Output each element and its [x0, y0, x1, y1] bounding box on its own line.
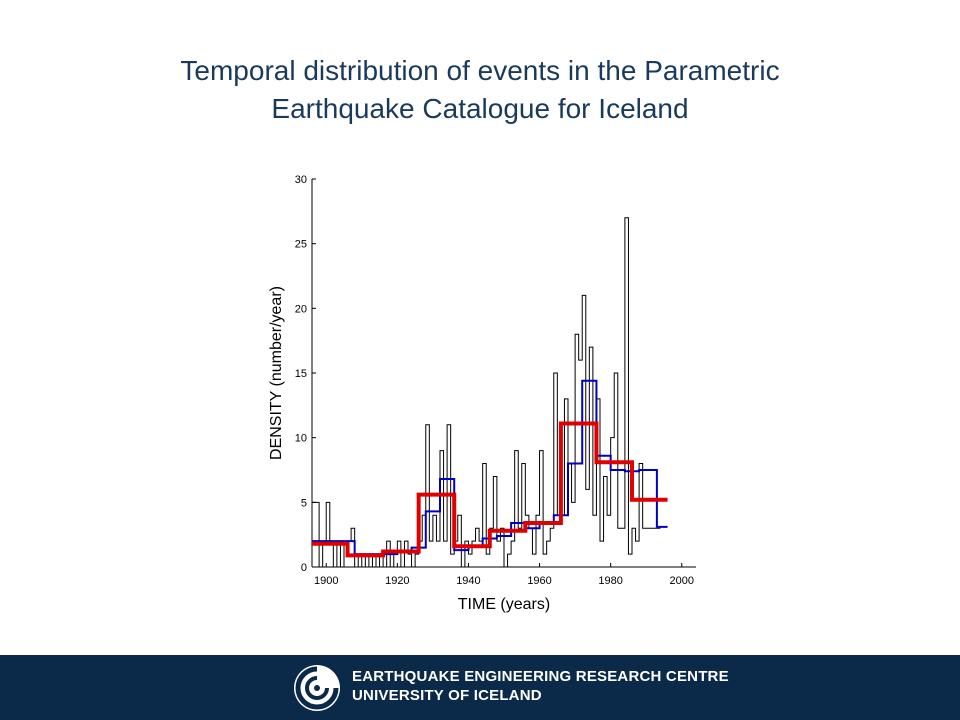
- organization-name: EARTHQUAKE ENGINEERING RESEARCH CENTRE U…: [352, 667, 729, 705]
- x-tick-label: 1980: [598, 575, 622, 587]
- y-tick-label: 15: [295, 368, 307, 380]
- y-tick-label: 30: [295, 174, 307, 186]
- org-line1: EARTHQUAKE ENGINEERING RESEARCH CENTRE: [352, 668, 729, 685]
- x-axis-label: TIME (years): [458, 596, 550, 613]
- x-tick-label: 2000: [670, 575, 694, 587]
- slide-title-line2: Earthquake Catalogue for Iceland: [271, 93, 689, 124]
- slide-title-line1: Temporal distribution of events in the P…: [180, 55, 780, 86]
- y-tick-label: 20: [295, 303, 307, 315]
- y-tick-label: 10: [295, 433, 307, 445]
- slide-title: Temporal distribution of events in the P…: [0, 52, 960, 128]
- x-tick-label: 1900: [314, 575, 338, 587]
- y-tick-label: 5: [301, 497, 307, 509]
- x-tick-label: 1940: [456, 575, 480, 587]
- footer-bar: EARTHQUAKE ENGINEERING RESEARCH CENTRE U…: [0, 655, 960, 720]
- y-tick-label: 25: [295, 239, 307, 251]
- y-tick-label: 0: [301, 562, 307, 574]
- eerc-spiral-logo-icon: [294, 665, 340, 711]
- series-line-1: [312, 217, 661, 568]
- series-line-3: [312, 421, 668, 558]
- org-line2: UNIVERSITY OF ICELAND: [352, 687, 542, 704]
- y-axis-label: DENSITY (number/year): [268, 286, 285, 460]
- x-tick-label: 1920: [385, 575, 409, 587]
- x-tick-label: 1960: [527, 575, 551, 587]
